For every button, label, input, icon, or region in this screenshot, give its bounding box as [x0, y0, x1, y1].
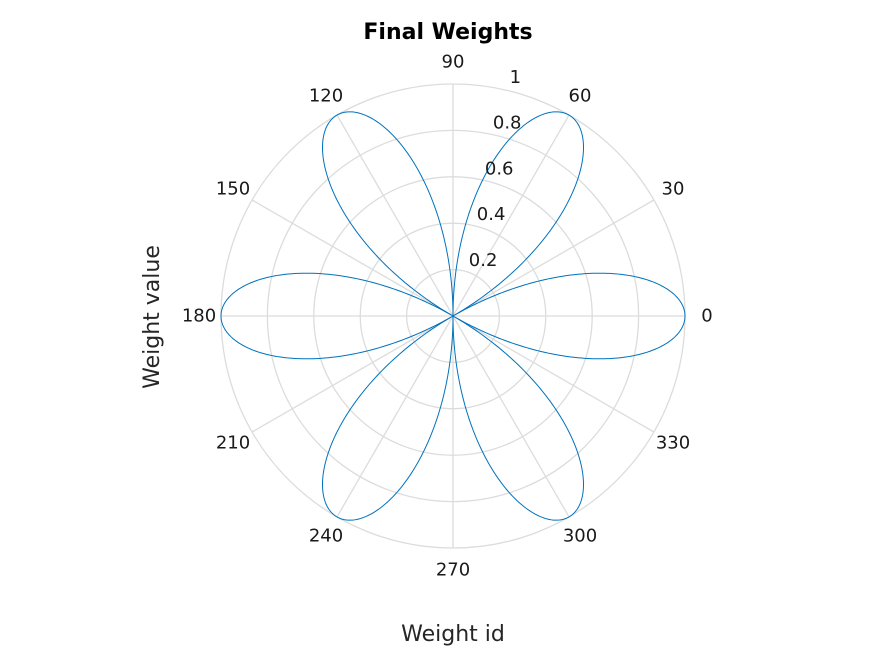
theta-spoke-150: [251, 199, 454, 317]
theta-spoke-210: [251, 315, 454, 433]
series-line-1: [220, 111, 686, 521]
r-tick-label: 0.2: [469, 250, 498, 271]
chart-title: Final Weights: [363, 20, 532, 45]
r-tick-label: 0.6: [485, 158, 514, 179]
theta-tick-label: 0: [701, 306, 712, 327]
theta-tick-label: 330: [656, 433, 690, 454]
theta-tick-label: 210: [216, 433, 250, 454]
theta-spoke-30: [452, 199, 655, 317]
r-tick-label: 0.4: [477, 204, 506, 225]
theta-spoke-330: [452, 315, 655, 433]
y-axis-label: Weight value: [140, 245, 165, 389]
theta-spoke-240: [336, 315, 454, 518]
theta-tick-label: 270: [436, 560, 470, 581]
theta-tick-label: 120: [309, 86, 343, 107]
tick-labels: 0 30 60 90 120 150 180 210 240 270 300 330 0.2 0.4 0.6…: [182, 52, 713, 581]
r-tick-label: 0.8: [493, 113, 522, 134]
theta-tick-label: 300: [563, 526, 597, 547]
theta-tick-label: 60: [569, 86, 592, 107]
series-layer: [220, 111, 686, 521]
theta-tick-label: 150: [216, 179, 250, 200]
r-tick-label: 1: [510, 67, 521, 88]
theta-spoke-60: [452, 114, 570, 317]
theta-spoke-120: [336, 114, 454, 317]
theta-tick-label: 90: [442, 52, 465, 73]
theta-tick-label: 240: [309, 526, 343, 547]
theta-tick-label: 180: [182, 306, 216, 327]
theta-spoke-300: [452, 315, 570, 518]
theta-tick-label: 30: [662, 179, 685, 200]
x-axis-label: Weight id: [401, 622, 505, 647]
